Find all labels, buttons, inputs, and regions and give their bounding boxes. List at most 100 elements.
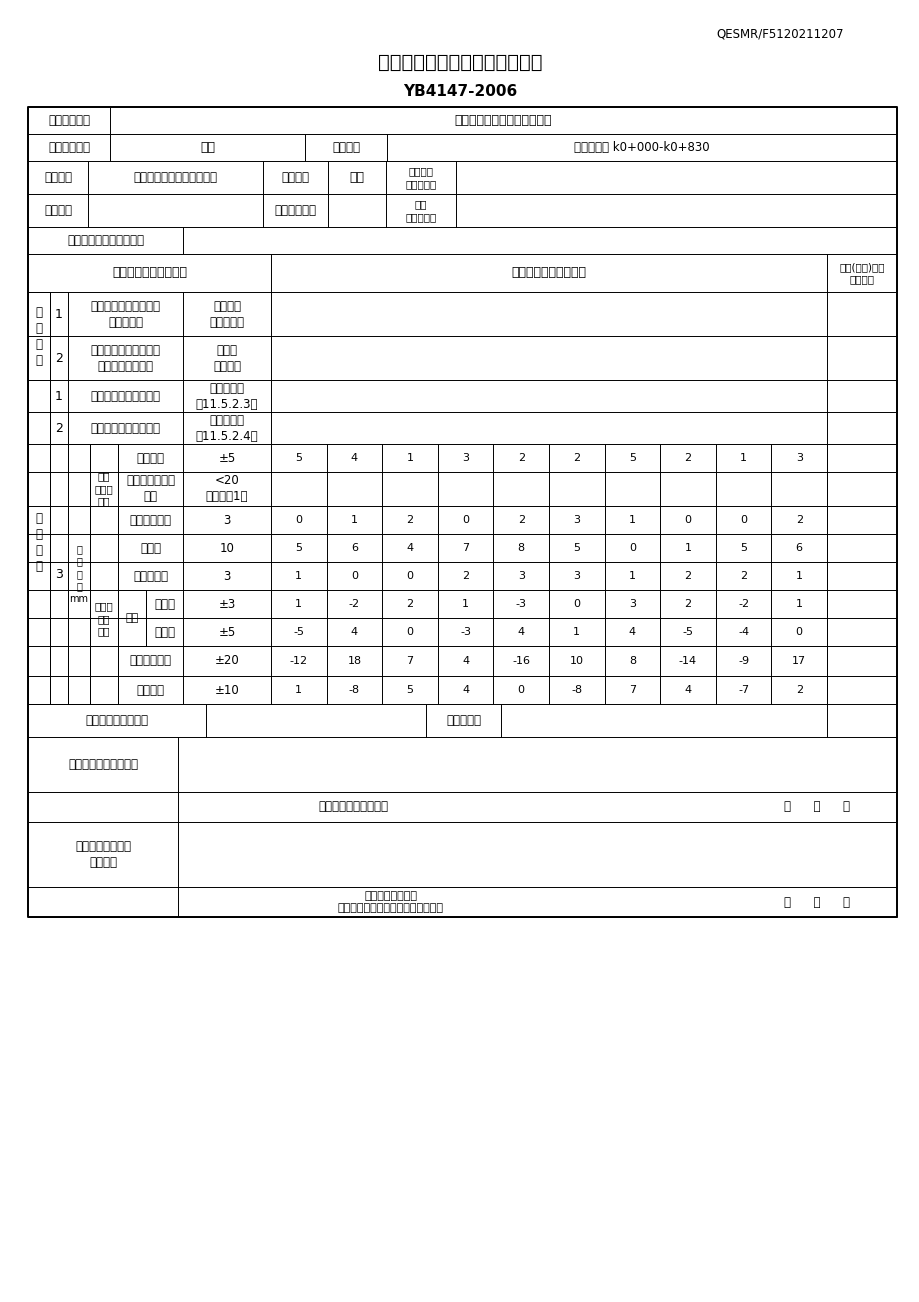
- Text: 施工单位检查评定记录: 施工单位检查评定记录: [511, 267, 586, 280]
- Text: 0: 0: [684, 516, 691, 525]
- Text: 施工单位: 施工单位: [44, 171, 72, 184]
- Text: 0: 0: [406, 628, 413, 637]
- Text: 分包项目经理: 分包项目经理: [274, 204, 316, 217]
- Text: 1: 1: [684, 543, 691, 553]
- Text: -16: -16: [512, 656, 529, 667]
- Text: 2: 2: [517, 453, 524, 464]
- Text: 外形尺寸: 外形尺寸: [136, 452, 165, 465]
- Text: 1: 1: [295, 685, 302, 695]
- Text: 2: 2: [406, 516, 414, 525]
- Text: 分包
技术负责人: 分包 技术负责人: [405, 199, 437, 221]
- Text: 5: 5: [295, 453, 302, 464]
- Text: 7: 7: [461, 543, 469, 553]
- Text: -12: -12: [289, 656, 308, 667]
- Text: -5: -5: [293, 628, 304, 637]
- Text: 8: 8: [517, 543, 524, 553]
- Text: 见本规范表
第11.5.2.4条: 见本规范表 第11.5.2.4条: [196, 414, 258, 443]
- Text: 2: 2: [739, 572, 746, 581]
- Text: 4: 4: [629, 628, 635, 637]
- Text: ±5: ±5: [218, 625, 235, 638]
- Text: 2: 2: [684, 599, 691, 609]
- Text: 4: 4: [517, 628, 524, 637]
- Text: 外露面缺边掉角
长度: 外露面缺边掉角 长度: [126, 474, 175, 504]
- Text: 0: 0: [739, 516, 746, 525]
- Text: 4: 4: [461, 656, 469, 667]
- Text: 4: 4: [350, 628, 357, 637]
- Bar: [118, 590, 146, 646]
- Text: 施工质量验收规范规定: 施工质量验收规范规定: [112, 267, 187, 280]
- Text: 主
控
项
目: 主 控 项 目: [36, 306, 42, 366]
- Text: 侧石工程检验批质量验收记录表: 侧石工程检验批质量验收记录表: [378, 52, 541, 72]
- Text: 一
般
项
目: 一 般 项 目: [36, 512, 42, 573]
- Text: 年      月      日: 年 月 日: [783, 801, 849, 814]
- Text: ±10: ±10: [214, 684, 239, 697]
- Bar: [50, 444, 68, 704]
- Text: 7: 7: [629, 685, 635, 695]
- Text: 2: 2: [573, 453, 580, 464]
- Text: 10: 10: [220, 542, 234, 555]
- Text: 8: 8: [629, 656, 635, 667]
- Text: -2: -2: [348, 599, 359, 609]
- Text: 项目专业
技术负责人: 项目专业 技术负责人: [405, 167, 437, 189]
- Text: YB4147-2006: YB4147-2006: [403, 85, 516, 99]
- Text: 5: 5: [573, 543, 580, 553]
- Text: 1: 1: [406, 453, 413, 464]
- Text: 分项工程名称: 分项工程名称: [48, 141, 90, 154]
- Text: 侧石: 侧石: [199, 141, 215, 154]
- Text: 胡慧: 胡慧: [349, 171, 364, 184]
- Text: 验收部位: 验收部位: [332, 141, 359, 154]
- Text: 0: 0: [573, 599, 580, 609]
- Text: 专业监理工程师：
（建设单位项目专业技术负责人）：: 专业监理工程师： （建设单位项目专业技术负责人）：: [337, 891, 444, 913]
- Text: 施工执行标准名称及编号: 施工执行标准名称及编号: [67, 234, 144, 247]
- Bar: [28, 292, 50, 380]
- Text: 1: 1: [295, 599, 302, 609]
- Bar: [28, 107, 896, 917]
- Text: 0: 0: [295, 516, 302, 525]
- Text: 允
许
偏
差
mm: 允 许 偏 差 mm: [70, 544, 88, 604]
- Text: 1: 1: [295, 572, 302, 581]
- Text: -14: -14: [678, 656, 697, 667]
- Text: 项目专业质量检查员：: 项目专业质量检查员：: [318, 801, 388, 814]
- Text: 0: 0: [350, 572, 357, 581]
- Bar: [28, 380, 50, 704]
- Text: 1: 1: [55, 307, 62, 320]
- Text: 6: 6: [350, 543, 357, 553]
- Text: 侧石、平石的表面质量: 侧石、平石的表面质量: [90, 389, 160, 402]
- Text: 监理(建设)单位
验收记录: 监理(建设)单位 验收记录: [838, 262, 884, 284]
- Text: 2: 2: [406, 599, 414, 609]
- Text: 1: 1: [629, 572, 635, 581]
- Text: 2: 2: [795, 516, 802, 525]
- Text: 4: 4: [406, 543, 414, 553]
- Text: 见本规范表
第11.5.2.3条: 见本规范表 第11.5.2.3条: [196, 381, 258, 410]
- Text: 分包单位: 分包单位: [44, 204, 72, 217]
- Text: 2: 2: [517, 516, 524, 525]
- Text: 4: 4: [684, 685, 691, 695]
- Text: -8: -8: [571, 685, 582, 695]
- Text: 0: 0: [629, 543, 635, 553]
- Text: 4: 4: [461, 685, 469, 695]
- Text: 3: 3: [517, 572, 524, 581]
- Text: 1: 1: [573, 628, 580, 637]
- Text: 顺直度: 顺直度: [140, 542, 161, 555]
- Text: 5: 5: [629, 453, 635, 464]
- Text: ±5: ±5: [218, 452, 235, 465]
- Text: 相邻块高差: 相邻块高差: [133, 569, 168, 582]
- Text: 1: 1: [795, 572, 802, 581]
- Text: 0: 0: [406, 572, 413, 581]
- Text: 曲线段: 曲线段: [153, 625, 175, 638]
- Text: 直线段: 直线段: [153, 598, 175, 611]
- Text: 3: 3: [573, 516, 580, 525]
- Text: 侧石、
平石
铺设: 侧石、 平石 铺设: [95, 602, 113, 637]
- Text: -3: -3: [460, 628, 471, 637]
- Text: 长江路左幅 k0+000-k0+830: 长江路左幅 k0+000-k0+830: [573, 141, 709, 154]
- Text: 2: 2: [684, 572, 691, 581]
- Text: 监理（建设）单位
验收结论: 监理（建设）单位 验收结论: [75, 840, 130, 868]
- Text: 18: 18: [347, 656, 361, 667]
- Text: 1: 1: [739, 453, 746, 464]
- Text: 3: 3: [223, 513, 231, 526]
- Text: 0: 0: [517, 685, 524, 695]
- Text: 专业工长（施工员）: 专业工长（施工员）: [85, 713, 148, 727]
- Text: 17: 17: [791, 656, 805, 667]
- Text: 施工班组长: 施工班组长: [446, 713, 481, 727]
- Text: 3: 3: [629, 599, 635, 609]
